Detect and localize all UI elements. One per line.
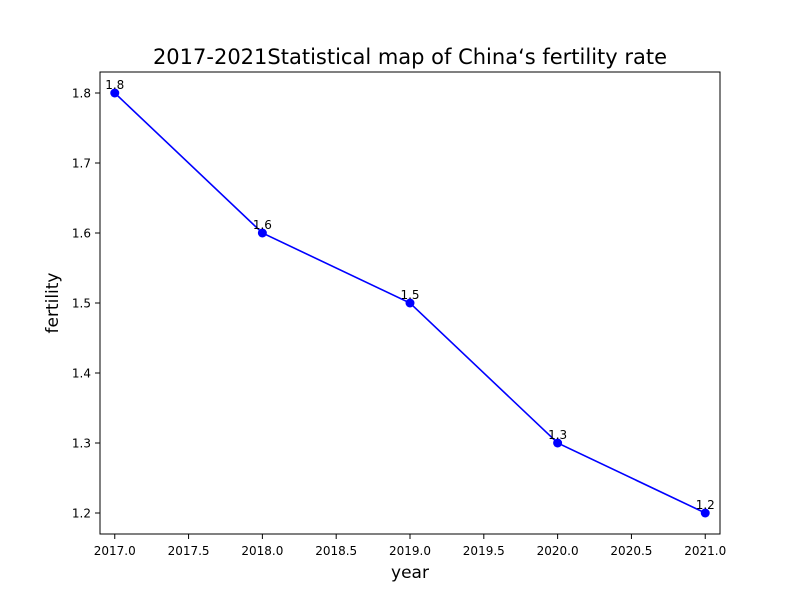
x-tick-label: 2018.5 <box>315 544 357 558</box>
x-tick-label: 2019.0 <box>389 544 431 558</box>
data-label: 1.6 <box>253 218 272 232</box>
data-point <box>700 508 710 518</box>
x-tick-label: 2019.5 <box>463 544 505 558</box>
data-point <box>405 298 415 308</box>
data-label: 1.5 <box>400 288 419 302</box>
chart-title: 2017-2021Statistical map of China‘s fert… <box>153 45 667 69</box>
data-label: 1.3 <box>548 428 567 442</box>
x-tick-label: 2021.0 <box>684 544 726 558</box>
y-tick-label: 1.4 <box>72 367 91 381</box>
x-tick-label: 2018.0 <box>241 544 283 558</box>
data-point <box>110 88 120 98</box>
x-tick-label: 2020.5 <box>610 544 652 558</box>
series-layer: 1.8 1.6 1.5 1.3 1.2 <box>105 78 715 518</box>
x-axis-ticks: 2017.0 2017.5 2018.0 2018.5 2019.0 2019.5 2020… <box>94 534 726 558</box>
data-label: 1.2 <box>696 498 715 512</box>
y-axis-label: fertility <box>43 273 63 334</box>
data-label: 1.8 <box>105 78 124 92</box>
x-tick-label: 2020.0 <box>537 544 579 558</box>
data-point <box>553 438 563 448</box>
y-tick-label: 1.8 <box>72 87 91 101</box>
y-tick-label: 1.6 <box>72 227 91 241</box>
x-tick-label: 2017.5 <box>168 544 210 558</box>
data-point <box>257 228 267 238</box>
y-tick-label: 1.7 <box>72 157 91 171</box>
x-axis-label: year <box>391 563 429 583</box>
x-tick-label: 2017.0 <box>94 544 136 558</box>
y-axis-ticks: 1.2 1.3 1.4 1.5 1.6 1.7 1.8 <box>72 87 100 521</box>
y-tick-label: 1.2 <box>72 507 91 521</box>
y-tick-label: 1.5 <box>72 297 91 311</box>
y-tick-label: 1.3 <box>72 437 91 451</box>
